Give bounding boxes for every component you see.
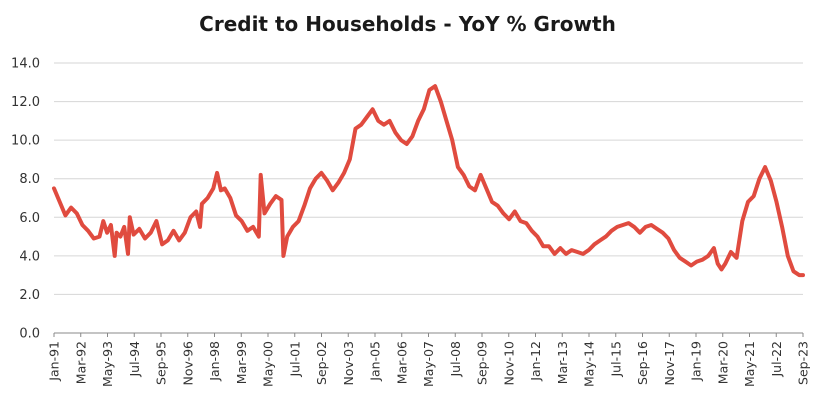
x-tick-label: Sep-09	[475, 341, 490, 385]
x-tick-label: Nov-96	[180, 341, 195, 386]
x-tick-label: May-14	[582, 341, 597, 387]
x-tick-label: Jul-94	[127, 341, 142, 378]
series-line	[52, 84, 805, 278]
y-tick-label: 8.0	[19, 172, 40, 187]
x-tick-label: May-21	[742, 341, 757, 387]
x-tick-label: Sep-02	[314, 341, 329, 385]
y-tick-label: 4.0	[19, 249, 40, 264]
x-tick-label: May-00	[261, 341, 276, 387]
y-tick-label: 6.0	[19, 211, 40, 226]
x-tick-label: Nov-03	[341, 341, 356, 385]
x-tick-label: Jan-19	[689, 341, 704, 382]
x-tick-label: Jan-91	[47, 341, 62, 382]
x-tick-label: Jul-15	[608, 341, 623, 378]
x-tick-label: Sep-95	[154, 341, 169, 385]
x-tick-label: Jan-05	[368, 341, 383, 382]
x-tick-label: Jul-22	[769, 341, 784, 378]
x-tick-label: Jan-12	[528, 341, 543, 382]
x-tick-label: Jul-08	[448, 341, 463, 378]
y-tick-label: 2.0	[19, 288, 40, 303]
y-tick-label: 10.0	[11, 134, 40, 149]
x-tick-label: Mar-06	[394, 341, 409, 384]
chart-title: Credit to Households - YoY % Growth	[199, 12, 616, 36]
x-tick-label: Jan-98	[207, 341, 222, 382]
x-tick-label: May-93	[100, 341, 115, 387]
y-tick-label: 14.0	[11, 57, 40, 72]
x-tick-label: Sep-16	[635, 341, 650, 385]
x-tick-label: Nov-17	[662, 341, 677, 385]
x-tick-label: Mar-99	[234, 341, 249, 384]
x-tick-label: Mar-13	[555, 341, 570, 384]
x-tick-label: Jul-01	[287, 341, 302, 378]
x-tick-label: Mar-92	[73, 341, 88, 384]
x-tick-label: Nov-10	[501, 341, 516, 386]
y-tick-label: 0.0	[19, 327, 40, 342]
x-tick-label: May-07	[421, 341, 436, 387]
x-tick-label: Sep-23	[796, 341, 811, 385]
x-tick-label: Mar-20	[715, 341, 730, 384]
y-tick-label: 12.0	[11, 95, 40, 110]
